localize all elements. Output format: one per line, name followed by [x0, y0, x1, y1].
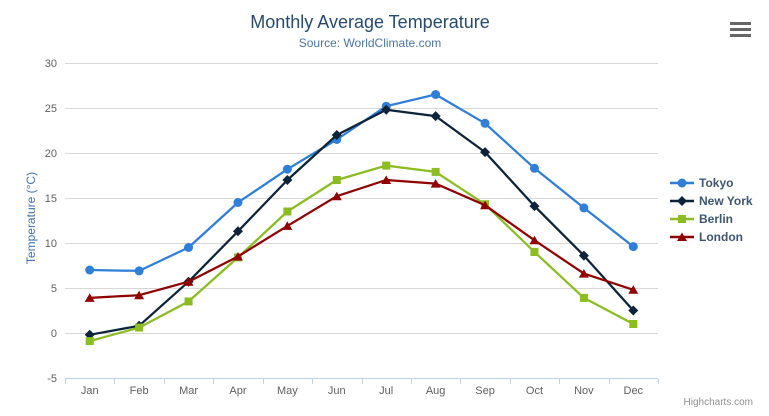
point-new-york-Apr[interactable] [232, 226, 243, 237]
chart-title: Monthly Average Temperature [250, 12, 490, 32]
point-tokyo-Jan[interactable] [85, 265, 95, 275]
point-tokyo-Dec[interactable] [628, 242, 638, 252]
point-new-york-May[interactable] [282, 175, 293, 185]
legend-label: Tokyo [699, 176, 734, 190]
circle-legend-icon [670, 178, 694, 188]
point-new-york-Jun[interactable] [331, 130, 342, 140]
series-london[interactable] [84, 175, 639, 302]
point-berlin-Jan[interactable] [85, 337, 94, 346]
legend-item-london[interactable]: London [670, 230, 753, 244]
point-new-york-Sep[interactable] [480, 147, 491, 158]
y-tick-label: 15 [45, 193, 57, 205]
x-tick-label-feb: Feb [130, 385, 149, 397]
legend: Tokyo New York Berlin London [670, 176, 753, 244]
point-berlin-May[interactable] [283, 207, 292, 216]
point-london-Jun[interactable] [331, 191, 342, 201]
point-london-Mar[interactable] [183, 277, 194, 286]
y-tick-label: 20 [45, 148, 57, 160]
series-new-york[interactable] [84, 104, 639, 340]
hamburger-icon [730, 22, 751, 25]
square-legend-icon [670, 215, 694, 223]
x-tick-label-dec: Dec [624, 385, 644, 397]
y-axis-labels: -5 0 5 10 15 20 25 30 [45, 58, 57, 385]
point-berlin-Oct[interactable] [530, 248, 539, 256]
context-menu-button[interactable] [728, 20, 753, 39]
square-legend-marker[interactable] [678, 215, 686, 223]
hamburger-icon [730, 34, 751, 37]
point-tokyo-Sep[interactable] [480, 118, 490, 128]
point-tokyo-Apr[interactable] [233, 198, 243, 207]
point-berlin-Aug[interactable] [431, 167, 440, 176]
x-tick-label-sep: Sep [475, 385, 495, 397]
point-new-york-Dec[interactable] [628, 305, 639, 316]
highcharts-credits-link[interactable]: Highcharts.com [683, 397, 753, 408]
legend-label: London [699, 230, 743, 244]
series-tokyo[interactable] [85, 90, 638, 276]
x-axis [65, 378, 659, 384]
y-tick-label: 30 [45, 58, 57, 70]
x-tick-label-jul: Jul [379, 385, 393, 397]
point-london-Sep[interactable] [480, 200, 491, 210]
hamburger-icon [730, 28, 751, 31]
diamond-legend-icon [670, 196, 694, 206]
point-london-Dec[interactable] [628, 285, 639, 294]
legend-item-tokyo[interactable]: Tokyo [670, 176, 753, 190]
x-tick-label-nov: Nov [574, 385, 594, 397]
point-tokyo-Aug[interactable] [431, 90, 441, 99]
point-tokyo-Nov[interactable] [579, 203, 589, 213]
point-london-Apr[interactable] [232, 252, 243, 261]
point-london-Aug[interactable] [430, 179, 441, 188]
legend-item-new-york[interactable]: New York [670, 194, 753, 208]
point-london-Feb[interactable] [134, 290, 145, 300]
legend-label: Berlin [699, 212, 734, 226]
series-line-berlin [88, 164, 635, 343]
point-london-Oct[interactable] [529, 235, 540, 245]
chart-subtitle: Source: WorldClimate.com [298, 36, 442, 50]
legend-item-berlin[interactable]: Berlin [670, 212, 753, 226]
y-tick-label: 5 [51, 283, 57, 295]
y-tick-label: 10 [45, 238, 57, 250]
diamond-legend-marker[interactable] [677, 196, 687, 206]
gridlines [65, 63, 658, 379]
point-tokyo-Feb[interactable] [134, 266, 144, 276]
x-tick-label-oct: Oct [526, 385, 543, 397]
point-berlin-Feb[interactable] [135, 323, 144, 332]
point-london-Jul[interactable] [381, 175, 392, 185]
point-new-york-Jul[interactable] [381, 104, 392, 115]
point-london-Jan[interactable] [84, 293, 95, 302]
point-london-Nov[interactable] [578, 269, 589, 278]
point-new-york-Nov[interactable] [578, 250, 589, 261]
point-berlin-Dec[interactable] [629, 320, 638, 328]
x-tick-label-mar: Mar [179, 385, 198, 397]
x-tick-label-jun: Jun [328, 385, 346, 397]
x-axis-labels: Jan Feb Mar Apr May Jun Jul Aug Sep Oct Nov Dec [81, 385, 644, 397]
point-new-york-Aug[interactable] [430, 111, 441, 122]
x-tick-label-jan: Jan [81, 385, 99, 397]
y-tick-label: -5 [47, 373, 57, 385]
x-tick-label-apr: Apr [229, 385, 246, 397]
point-berlin-Jul[interactable] [382, 161, 391, 170]
point-berlin-Mar[interactable] [184, 297, 193, 306]
series-line-london [88, 178, 635, 300]
point-berlin-Nov[interactable] [579, 293, 588, 302]
point-berlin-Jun[interactable] [332, 176, 341, 184]
x-tick-label-may: May [277, 385, 298, 397]
series-line-new-york [88, 108, 635, 336]
y-tick-label: 0 [51, 328, 57, 340]
y-tick-label: 25 [45, 103, 57, 115]
series-line-tokyo [88, 93, 635, 273]
point-tokyo-Oct[interactable] [529, 163, 539, 173]
point-london-May[interactable] [282, 221, 293, 230]
point-tokyo-May[interactable] [282, 164, 292, 174]
legend-label: New York [699, 194, 753, 208]
circle-legend-marker[interactable] [677, 178, 687, 188]
triangle-legend-marker[interactable] [677, 232, 687, 242]
point-tokyo-Mar[interactable] [184, 243, 194, 252]
point-new-york-Oct[interactable] [529, 201, 540, 212]
x-tick-label-aug: Aug [426, 385, 446, 397]
triangle-legend-icon [670, 232, 694, 242]
